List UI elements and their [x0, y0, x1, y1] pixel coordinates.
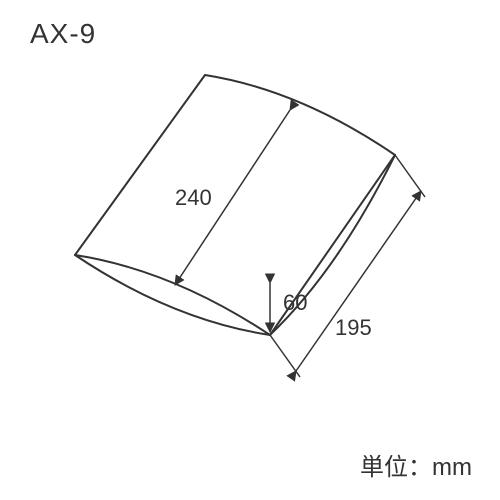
dimension-drawing [0, 0, 500, 500]
pillow-box-shape [75, 75, 395, 335]
width-value: 195 [335, 315, 372, 341]
width-dimension [270, 155, 425, 377]
height-value: 60 [283, 290, 307, 316]
length-value: 240 [175, 185, 212, 211]
